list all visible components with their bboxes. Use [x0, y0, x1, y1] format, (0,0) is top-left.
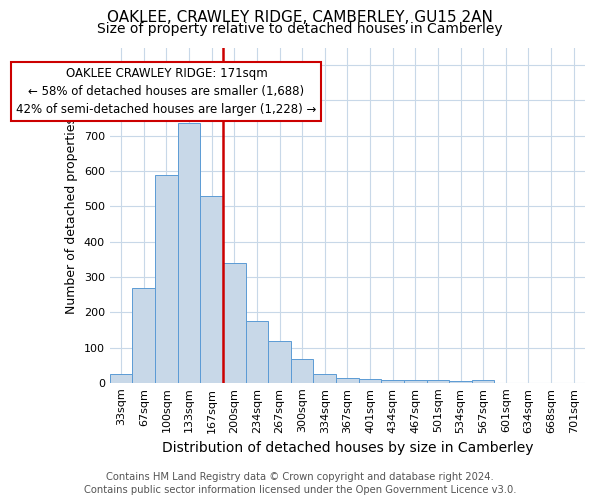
Text: Contains HM Land Registry data © Crown copyright and database right 2024.
Contai: Contains HM Land Registry data © Crown c… — [84, 472, 516, 495]
Bar — [245, 321, 268, 383]
X-axis label: Distribution of detached houses by size in Camberley: Distribution of detached houses by size … — [161, 441, 533, 455]
Bar — [268, 341, 291, 383]
Bar — [155, 174, 178, 383]
Text: Size of property relative to detached houses in Camberley: Size of property relative to detached ho… — [97, 22, 503, 36]
Bar — [404, 380, 427, 383]
Bar — [382, 380, 404, 383]
Bar — [336, 378, 359, 383]
Bar — [291, 359, 313, 383]
Text: OAKLEE, CRAWLEY RIDGE, CAMBERLEY, GU15 2AN: OAKLEE, CRAWLEY RIDGE, CAMBERLEY, GU15 2… — [107, 10, 493, 25]
Bar — [472, 380, 494, 383]
Bar — [178, 124, 200, 383]
Bar — [110, 374, 133, 383]
Bar — [223, 263, 245, 383]
Text: OAKLEE CRAWLEY RIDGE: 171sqm
← 58% of detached houses are smaller (1,688)
42% of: OAKLEE CRAWLEY RIDGE: 171sqm ← 58% of de… — [16, 67, 317, 116]
Bar — [200, 196, 223, 383]
Bar — [313, 374, 336, 383]
Y-axis label: Number of detached properties: Number of detached properties — [65, 116, 78, 314]
Bar — [427, 380, 449, 383]
Bar — [359, 378, 382, 383]
Bar — [133, 288, 155, 383]
Bar — [449, 380, 472, 383]
